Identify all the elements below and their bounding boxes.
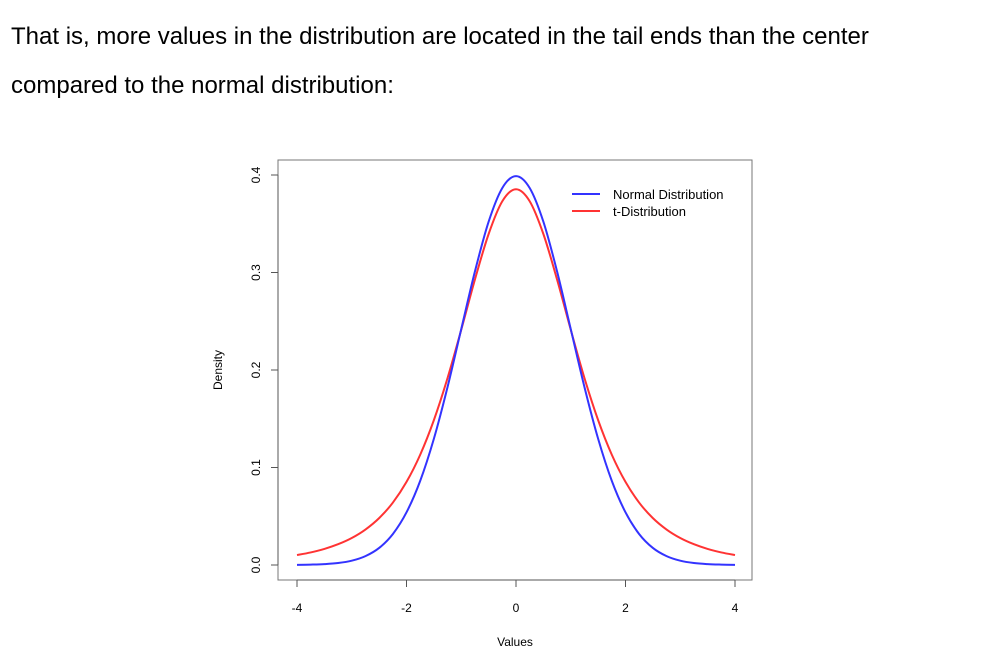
y-tick-label: 0.0	[249, 556, 263, 573]
legend-label: Normal Distribution	[613, 187, 724, 202]
series-group	[296, 175, 736, 566]
series-line-t-distribution	[296, 188, 736, 557]
x-tick-label: 0	[513, 601, 520, 615]
y-tick-label: 0.2	[249, 361, 263, 378]
x-tick-label: 4	[732, 601, 739, 615]
y-axis-label: Density	[211, 350, 225, 390]
y-tick-label: 0.4	[249, 166, 263, 183]
x-tick-label: 2	[622, 601, 629, 615]
y-axis: 0.0 0.1 0.2 0.3 0.4	[249, 166, 279, 573]
x-tick-label: -2	[401, 601, 412, 615]
legend-label: t-Distribution	[613, 204, 686, 219]
plot-frame	[277, 159, 753, 581]
x-axis-label: Values	[497, 635, 533, 649]
x-axis: -4 -2 0 2 4	[292, 579, 739, 615]
series-line-normal-distribution	[296, 175, 736, 566]
y-tick-label: 0.1	[249, 459, 263, 476]
legend: Normal Distribution t-Distribution	[572, 187, 724, 219]
intro-paragraph: That is, more values in the distribution…	[11, 23, 869, 99]
y-tick-label: 0.3	[249, 264, 263, 281]
x-tick-label: -4	[292, 601, 303, 615]
